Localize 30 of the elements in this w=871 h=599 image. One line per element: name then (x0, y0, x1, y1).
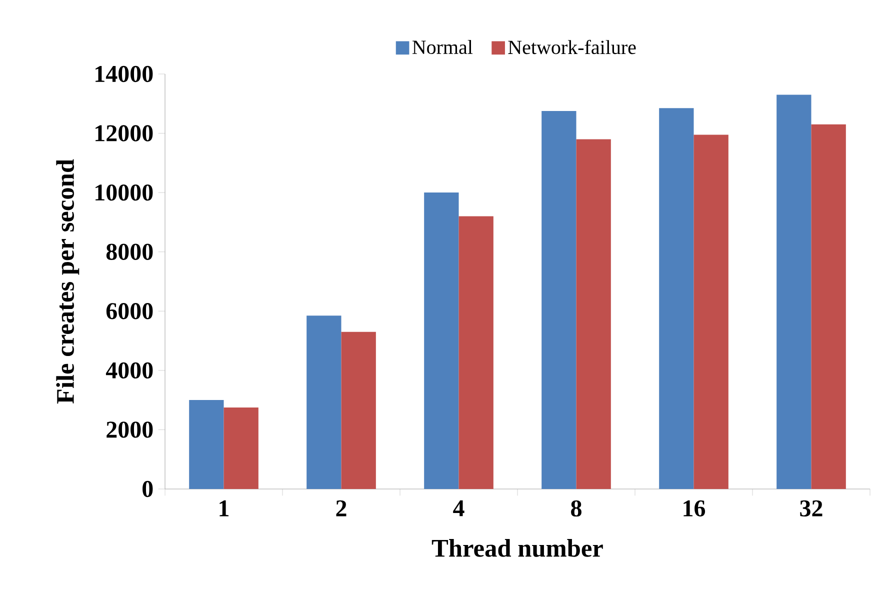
bar (576, 139, 611, 489)
bar (542, 111, 576, 489)
bar (341, 332, 376, 489)
bar (659, 108, 694, 489)
legend-label: Normal (412, 40, 473, 54)
x-tick-label: 4 (453, 500, 464, 516)
x-tick-label: 32 (800, 500, 822, 516)
bar (694, 134, 728, 489)
bar (189, 400, 224, 489)
bar (306, 316, 342, 489)
y-tick-label: 4000 (106, 362, 153, 379)
bar (458, 216, 494, 489)
y-tick-label: 12000 (96, 125, 153, 142)
y-tick-label: 8000 (106, 244, 153, 260)
y-tick-label: 10000 (96, 184, 153, 201)
x-tick-label: 16 (684, 500, 706, 516)
legend-label: Network-failure (508, 40, 636, 54)
y-tick-label: 2000 (106, 422, 153, 438)
x-tick-label: 2 (336, 500, 346, 516)
x-tick-label: 1 (220, 500, 229, 516)
bar (776, 94, 812, 489)
x-tick-label: 8 (571, 500, 582, 517)
y-tick-label: 6000 (106, 303, 153, 320)
x-axis-title: Thread number (432, 539, 603, 557)
y-tick-label: 0 (142, 480, 153, 498)
bar (424, 192, 459, 489)
bar (811, 124, 846, 489)
y-axis-title: File creates per second (56, 159, 80, 404)
y-tick-label: 14000 (96, 66, 153, 82)
bar (224, 407, 258, 489)
